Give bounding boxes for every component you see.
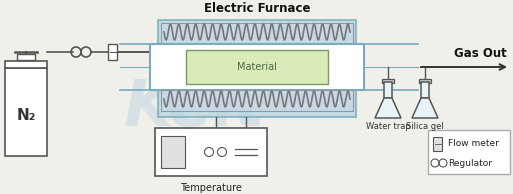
Bar xyxy=(161,23,353,44)
Bar xyxy=(5,61,47,68)
Bar xyxy=(17,54,35,60)
Text: Silica gel: Silica gel xyxy=(406,122,444,131)
Bar xyxy=(155,128,267,176)
Bar xyxy=(186,50,328,84)
Polygon shape xyxy=(375,98,401,118)
Bar xyxy=(433,137,442,151)
Bar xyxy=(384,82,392,98)
Text: Keit: Keit xyxy=(124,77,266,139)
Bar xyxy=(421,82,429,98)
Bar xyxy=(161,136,185,168)
Polygon shape xyxy=(412,98,438,118)
Bar xyxy=(419,79,431,83)
Text: Material: Material xyxy=(237,62,277,72)
Bar xyxy=(382,79,394,83)
Bar xyxy=(428,130,510,174)
Bar xyxy=(161,90,353,111)
Text: N₂: N₂ xyxy=(16,108,36,124)
Bar xyxy=(108,44,117,60)
Text: Electric Furnace: Electric Furnace xyxy=(204,2,310,15)
Text: Regulator: Regulator xyxy=(448,158,492,167)
Text: Temperature
Controler: Temperature Controler xyxy=(180,183,242,194)
Bar xyxy=(150,44,364,90)
Bar xyxy=(158,20,356,117)
Text: Gas Out: Gas Out xyxy=(453,47,506,60)
Text: Flow meter: Flow meter xyxy=(448,139,499,148)
Text: Water trap: Water trap xyxy=(366,122,410,131)
Bar xyxy=(5,68,47,156)
